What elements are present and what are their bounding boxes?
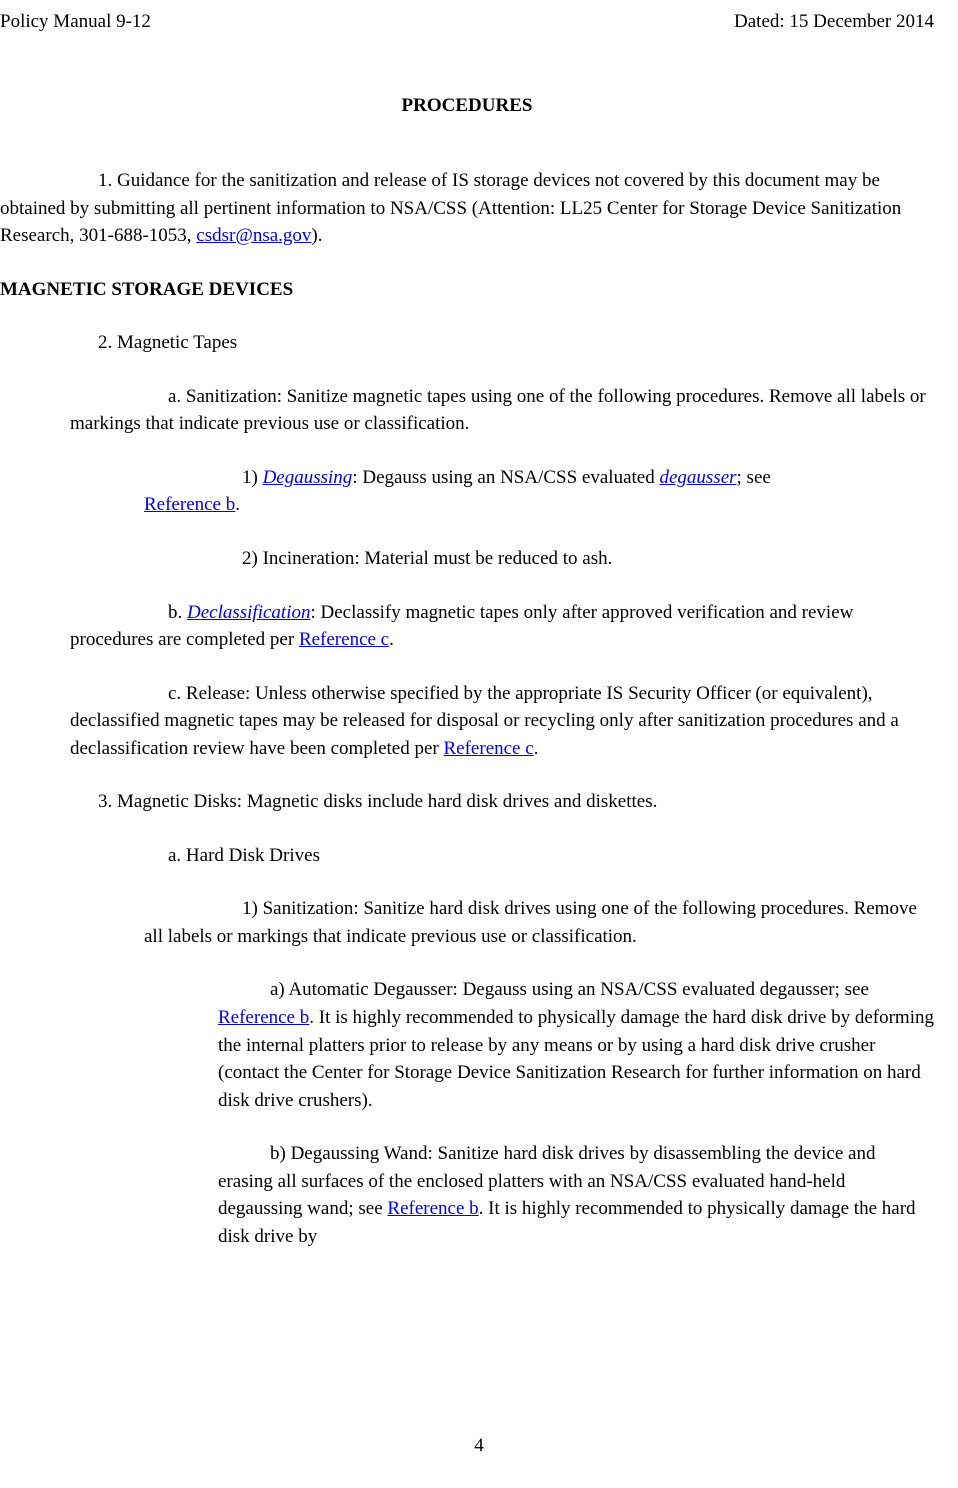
item-2b-mid: : Declassify magnetic tapes only after a… (310, 602, 672, 623)
item-2a: a. Sanitization: Sanitize magnetic tapes… (0, 383, 934, 438)
item-2a2-text: 2) Incineration: Material must be reduce… (144, 548, 612, 569)
item-2b-prefix: b. (70, 602, 187, 623)
item-2a1-tail: ; see (737, 467, 771, 488)
item-3a1-line1: 1) Sanitization: Sanitize hard disk driv… (144, 898, 756, 919)
item-2b-period: . (389, 629, 394, 650)
procedure-item-2: 2. Magnetic Tapes (0, 329, 934, 357)
item-3a1: 1) Sanitization: Sanitize hard disk driv… (0, 895, 934, 950)
item-3a1a-pre: degausser; see (760, 979, 869, 1000)
item-2a1-period: . (235, 494, 240, 515)
header-right: Dated: 15 December 2014 (734, 8, 934, 36)
item-2a1: 1) Degaussing: Degauss using an NSA/CSS … (0, 464, 934, 519)
degausser-term-link[interactable]: degausser (659, 467, 736, 488)
degaussing-term-link[interactable]: Degaussing (263, 467, 353, 488)
item-2b: b. Declassification: Declassify magnetic… (0, 599, 934, 654)
declassification-term-link[interactable]: Declassification (187, 602, 310, 623)
item-3a1b-line1: b) Degaussing Wand: Sanitize hard disk d… (218, 1143, 761, 1164)
item-2c: c. Release: Unless otherwise specified b… (0, 680, 934, 763)
procedure-item-1: 1. Guidance for the sanitization and rel… (0, 167, 934, 250)
reference-c-link-1[interactable]: Reference c (299, 629, 389, 650)
reference-b-link-3[interactable]: Reference b (387, 1198, 478, 1219)
item-2a2: 2) Incineration: Material must be reduce… (0, 545, 934, 573)
item-3a1a-line1: a) Automatic Degausser: Degauss using an… (218, 979, 755, 1000)
item-3a1b: b) Degaussing Wand: Sanitize hard disk d… (0, 1140, 934, 1250)
email-link[interactable]: csdsr@nsa.gov (196, 225, 311, 246)
p1-line1: 1. Guidance for the sanitization and rel… (0, 170, 708, 191)
item-2c-period: . (534, 738, 539, 759)
reference-b-link-2[interactable]: Reference b (218, 1007, 309, 1028)
p1-tail: ). (311, 225, 322, 246)
page-number: 4 (0, 1432, 958, 1460)
heading-magnetic-storage: MAGNETIC STORAGE DEVICES (0, 276, 934, 304)
item-2c-line1: c. Release: Unless otherwise specified b… (70, 683, 778, 704)
item-2a-line1: a. Sanitization: Sanitize magnetic tapes… (70, 386, 764, 407)
procedure-item-3: 3. Magnetic Disks: Magnetic disks includ… (0, 788, 934, 816)
header-left: Policy Manual 9-12 (0, 8, 151, 36)
item-3a: a. Hard Disk Drives (0, 842, 934, 870)
item-3a-text: a. Hard Disk Drives (70, 845, 320, 866)
item-3a1a: a) Automatic Degausser: Degauss using an… (0, 976, 934, 1114)
reference-c-link-2[interactable]: Reference c (444, 738, 534, 759)
reference-b-link[interactable]: Reference b (144, 494, 235, 515)
section-title: PROCEDURES (0, 92, 934, 120)
item-2a1-prefix: 1) (144, 467, 263, 488)
item-2a1-mid: : Degauss using an NSA/CSS evaluated (352, 467, 659, 488)
page-header: Policy Manual 9-12 Dated: 15 December 20… (0, 8, 934, 36)
item-3a1a-body: . It is highly recommended to physically… (218, 1007, 934, 1111)
